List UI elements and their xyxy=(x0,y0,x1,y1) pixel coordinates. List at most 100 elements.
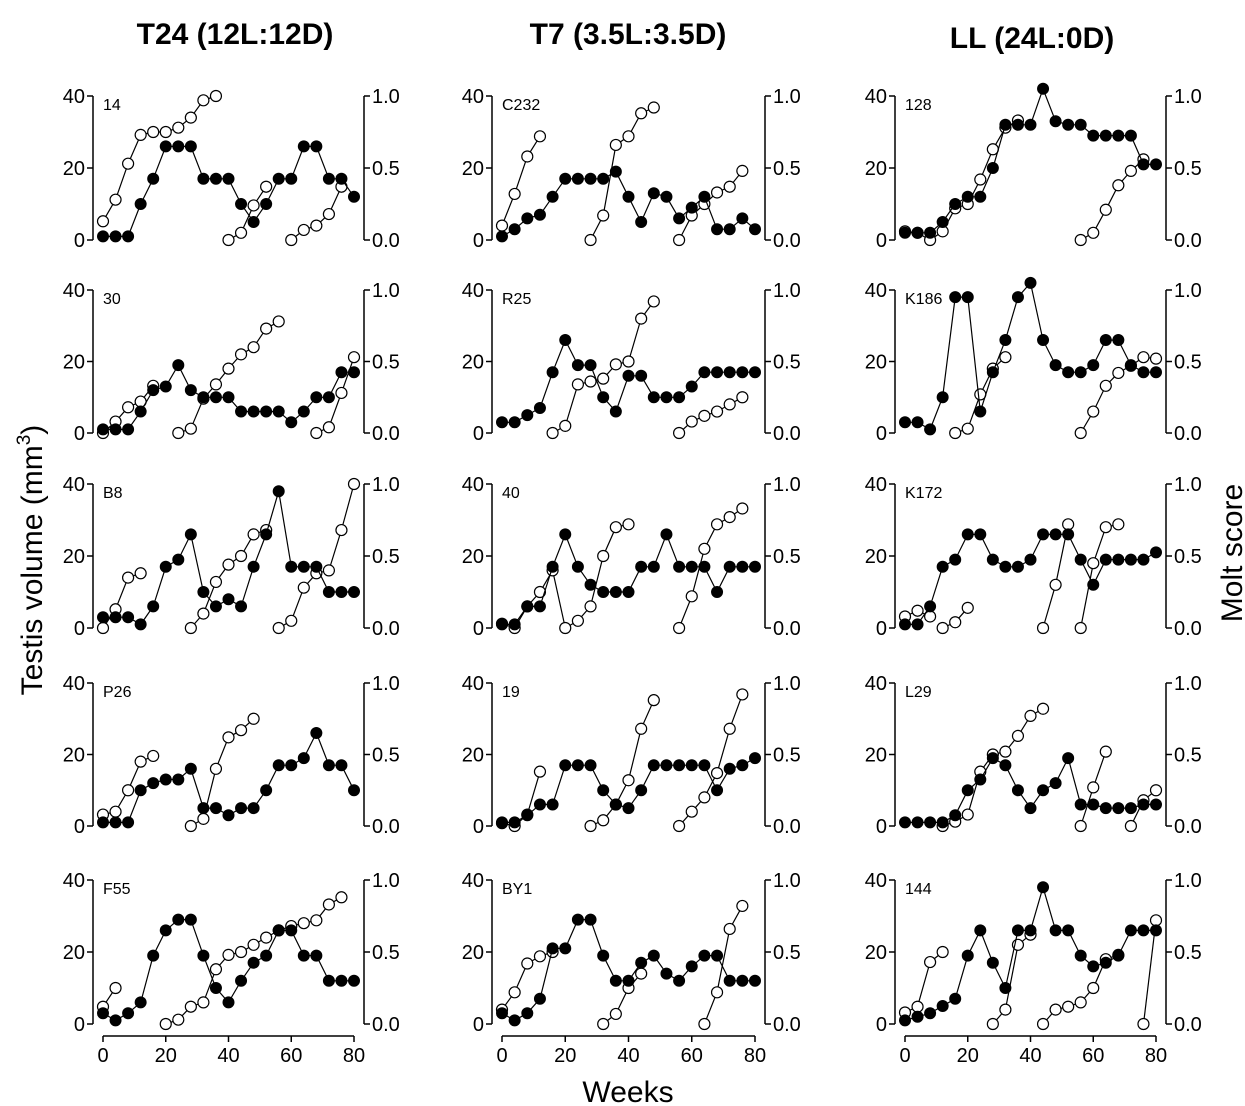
testis-point xyxy=(571,759,584,772)
right-tick-label: 1.0 xyxy=(1174,870,1202,892)
testis-point xyxy=(723,560,736,573)
left-tick-label: 0 xyxy=(876,816,887,838)
testis-point xyxy=(546,560,559,573)
testis-point xyxy=(949,809,962,822)
testis-point xyxy=(936,1000,949,1012)
testis-point xyxy=(1024,118,1037,131)
molt-point xyxy=(184,1000,197,1013)
testis-point xyxy=(698,560,711,573)
testis-point xyxy=(247,956,260,969)
testis-point xyxy=(961,190,974,203)
testis-point xyxy=(609,974,622,987)
testis-point xyxy=(1037,334,1050,347)
molt-point xyxy=(285,233,298,247)
testis-point xyxy=(209,172,222,185)
testis-point xyxy=(673,560,686,573)
testis-point xyxy=(546,190,559,203)
testis-point xyxy=(97,816,109,829)
testis-point xyxy=(1074,949,1087,962)
testis-point xyxy=(647,949,660,962)
molt-point xyxy=(234,226,248,239)
testis-point xyxy=(508,816,521,829)
testis-point xyxy=(1049,528,1062,541)
left-tick-label: 40 xyxy=(63,673,85,695)
testis-point xyxy=(1150,158,1162,171)
testis-point xyxy=(911,1010,924,1023)
testis-point xyxy=(584,359,597,372)
right-tick-label: 1.0 xyxy=(773,280,801,302)
testis-point xyxy=(698,759,711,772)
molt-point xyxy=(1124,164,1138,177)
molt-point xyxy=(723,922,736,936)
testis-point xyxy=(521,212,534,225)
x-tick-label: 40 xyxy=(217,1045,239,1067)
left-tick-label: 40 xyxy=(462,474,484,496)
testis-point xyxy=(711,949,724,962)
testis-point xyxy=(97,423,109,436)
testis-point xyxy=(1099,334,1112,347)
testis-point xyxy=(521,600,534,613)
molt-point xyxy=(685,415,698,428)
right-tick-label: 0.0 xyxy=(372,423,400,445)
testis-point xyxy=(172,773,185,786)
testis-point xyxy=(122,423,135,436)
testis-point xyxy=(222,809,235,822)
testis-point xyxy=(1024,802,1037,815)
molt-point xyxy=(559,621,572,635)
molt-point xyxy=(209,378,223,391)
testis-point xyxy=(961,528,974,541)
testis-point xyxy=(999,560,1012,573)
molt-point xyxy=(533,765,547,778)
molt-point xyxy=(736,688,749,701)
x-tick-label: 40 xyxy=(617,1045,639,1067)
panel-C232: 0 20 40 0.0 0.5 1.0 C232 xyxy=(462,86,801,252)
x-axis-title: Weeks xyxy=(582,1076,673,1106)
right-tick-label: 0.5 xyxy=(773,158,801,180)
testis-point xyxy=(673,759,686,772)
testis-point xyxy=(1037,784,1050,797)
molt-point xyxy=(272,621,285,635)
testis-point xyxy=(974,924,987,937)
molt-point xyxy=(723,722,736,735)
molt-point xyxy=(949,426,962,440)
molt-point xyxy=(936,621,949,635)
left-tick-label: 40 xyxy=(63,870,85,892)
testis-point xyxy=(609,586,622,598)
testis-point xyxy=(736,759,749,772)
testis-point xyxy=(647,560,660,573)
molt-point xyxy=(1074,233,1087,247)
testis-point xyxy=(197,586,210,598)
panel-id-label: 19 xyxy=(502,684,520,701)
molt-point xyxy=(571,378,585,391)
testis-point xyxy=(911,226,924,239)
testis-point xyxy=(986,366,999,379)
left-tick-label: 20 xyxy=(462,745,484,767)
molt-point xyxy=(322,207,335,221)
testis-point xyxy=(584,759,597,772)
molt-point xyxy=(672,819,686,833)
molt-point xyxy=(222,731,235,744)
testis-point xyxy=(949,992,962,1005)
testis-point xyxy=(1137,553,1150,566)
testis-point xyxy=(597,784,610,797)
molt-point xyxy=(597,1017,610,1031)
x-tick-label: 0 xyxy=(899,1045,910,1067)
testis-point xyxy=(159,140,172,153)
x-tick-label: 60 xyxy=(280,1045,302,1067)
testis-point xyxy=(999,334,1012,347)
testis-point xyxy=(496,1007,508,1020)
molt-point xyxy=(508,187,521,201)
testis-point xyxy=(711,223,724,236)
molt-point xyxy=(723,511,736,524)
panel-id-label: P26 xyxy=(103,684,132,701)
panels: 020400.00.51.014020400.00.51.0C232020400… xyxy=(63,82,1202,1067)
testis-point xyxy=(247,216,260,228)
molt-point xyxy=(1137,1017,1150,1031)
testis-point xyxy=(660,528,673,541)
molt-point xyxy=(297,223,310,237)
molt-point xyxy=(297,917,310,930)
right-tick-label: 1.0 xyxy=(1174,673,1202,695)
testis-point xyxy=(1011,118,1024,131)
molt-line xyxy=(904,119,1019,241)
testis-point xyxy=(285,416,298,429)
